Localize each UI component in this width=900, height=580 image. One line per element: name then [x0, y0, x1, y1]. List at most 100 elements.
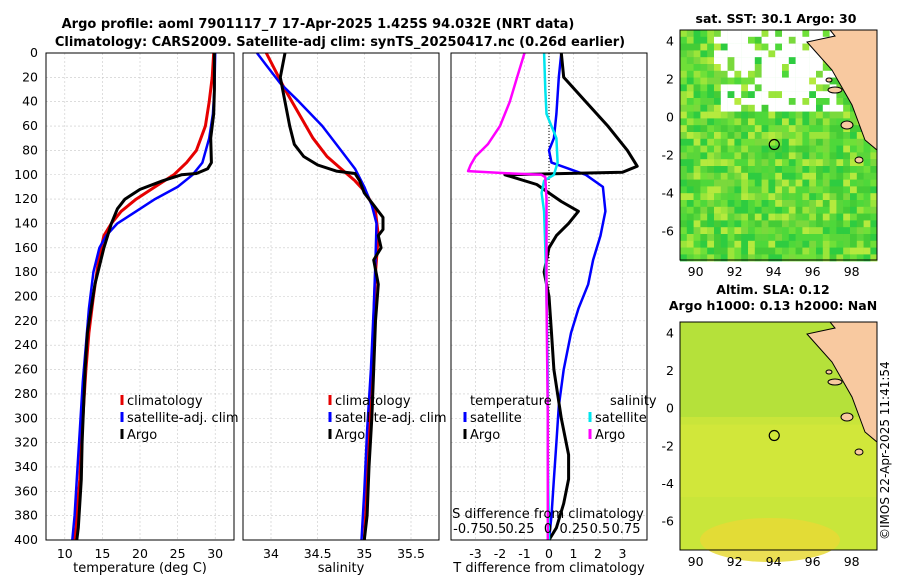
sst-cell [802, 220, 810, 228]
sst-cell [836, 91, 844, 99]
x-tick-label: -1 [518, 546, 530, 561]
y-tick-label: 100 [14, 167, 38, 182]
sst-cell [775, 172, 783, 180]
y-tick-label: 180 [14, 264, 38, 279]
sst-cell [788, 152, 796, 160]
sst-cell [707, 77, 715, 85]
sst-cell [836, 240, 844, 248]
sst-cell [768, 84, 776, 92]
sst-cell [700, 200, 708, 207]
sst-cell [720, 138, 728, 146]
sst-cell [822, 125, 830, 133]
sst-cell [795, 145, 803, 153]
sst-cell [720, 111, 728, 119]
sst-cell [816, 64, 823, 71]
x-tick-label: 10 [57, 546, 73, 561]
sst-cell [761, 77, 769, 85]
sst-cell [843, 172, 851, 180]
sst-cell [829, 104, 837, 112]
sst-cell [741, 91, 749, 99]
sst-cell [782, 254, 789, 262]
y-tick-label: 60 [22, 118, 38, 133]
sst-cell [836, 234, 844, 241]
sst-cell [829, 220, 837, 228]
legend-label: Argo [127, 428, 157, 443]
sst-cell [720, 132, 728, 139]
top-tick-label: 0.75 [612, 522, 641, 537]
sst-cell [829, 118, 837, 126]
sst-cell [775, 43, 783, 51]
sst-cell [768, 30, 776, 37]
sst-cell [829, 193, 837, 201]
sst-cell [829, 234, 837, 241]
sla-map-panel: 90 92 94 96 98 4 2 0 -2 -4 -6 Altim. SLA: 0.12Argo … [662, 282, 878, 569]
map-y-tick-label: 0 [666, 401, 674, 416]
sst-cell [680, 43, 687, 51]
sst-cell [856, 206, 864, 214]
sst-cell [761, 152, 769, 160]
legend-label: satellite [595, 411, 647, 426]
sst-cell [822, 138, 830, 146]
sst-cell [700, 118, 708, 126]
sst-cell [795, 132, 803, 139]
sst-cell [870, 166, 878, 173]
sst-cell [863, 193, 871, 201]
sst-cell [829, 186, 837, 194]
sst-cell [714, 138, 721, 146]
sst-cell [748, 36, 755, 44]
sst-cell [795, 125, 803, 133]
sst-cell [782, 111, 789, 119]
sst-cell [686, 227, 694, 235]
sst-cell [720, 84, 728, 92]
sst-cell [748, 220, 755, 228]
sst-cell [680, 125, 687, 133]
sst-cell [754, 36, 762, 44]
sst-cell [809, 200, 817, 207]
sst-cell [782, 145, 789, 153]
sst-cell [850, 125, 857, 133]
sst-cell [829, 206, 837, 214]
sst-cell [802, 98, 810, 105]
sst-cell [802, 234, 810, 241]
sst-cell [734, 152, 742, 160]
sst-cell [850, 118, 857, 126]
map-x-tick-label: 98 [844, 264, 860, 279]
sst-cell [809, 77, 817, 85]
sst-cell [734, 159, 742, 167]
sst-cell [782, 57, 789, 65]
sst-cell [822, 159, 830, 167]
sst-cell [836, 111, 844, 119]
sst-cell [843, 138, 851, 146]
sst-cell [720, 36, 728, 44]
x-tick-label: 34.5 [304, 546, 332, 561]
top-tick-label: -0.75 [453, 522, 487, 537]
sst-cell [802, 240, 810, 248]
sst-cell [693, 159, 701, 167]
sst-cell [775, 104, 783, 112]
sst-cell [843, 132, 851, 139]
y-tick-label: 0 [30, 45, 38, 60]
sst-cell [714, 254, 721, 262]
sst-cell [802, 247, 810, 255]
sst-cell [795, 77, 803, 85]
sst-cell [686, 111, 694, 119]
sst-cell [686, 98, 694, 105]
sst-cell [795, 57, 803, 65]
sst-cell [748, 254, 755, 262]
sst-cell [693, 36, 701, 44]
sst-cell [775, 84, 783, 92]
sst-cell [816, 179, 823, 187]
sst-cell [850, 179, 857, 187]
sst-cell [686, 166, 694, 173]
sst-cell [741, 138, 749, 146]
sst-cell [707, 213, 715, 221]
sst-cell [836, 104, 844, 112]
sst-cell [870, 234, 878, 241]
sst-cell [734, 172, 742, 180]
sst-cell [754, 159, 762, 167]
sst-cell [775, 77, 783, 85]
sst-cell [788, 206, 796, 214]
series-line-satellite-adj-clim [71, 52, 217, 541]
x-tick-label: 34 [263, 546, 279, 561]
sst-cell [693, 30, 701, 37]
